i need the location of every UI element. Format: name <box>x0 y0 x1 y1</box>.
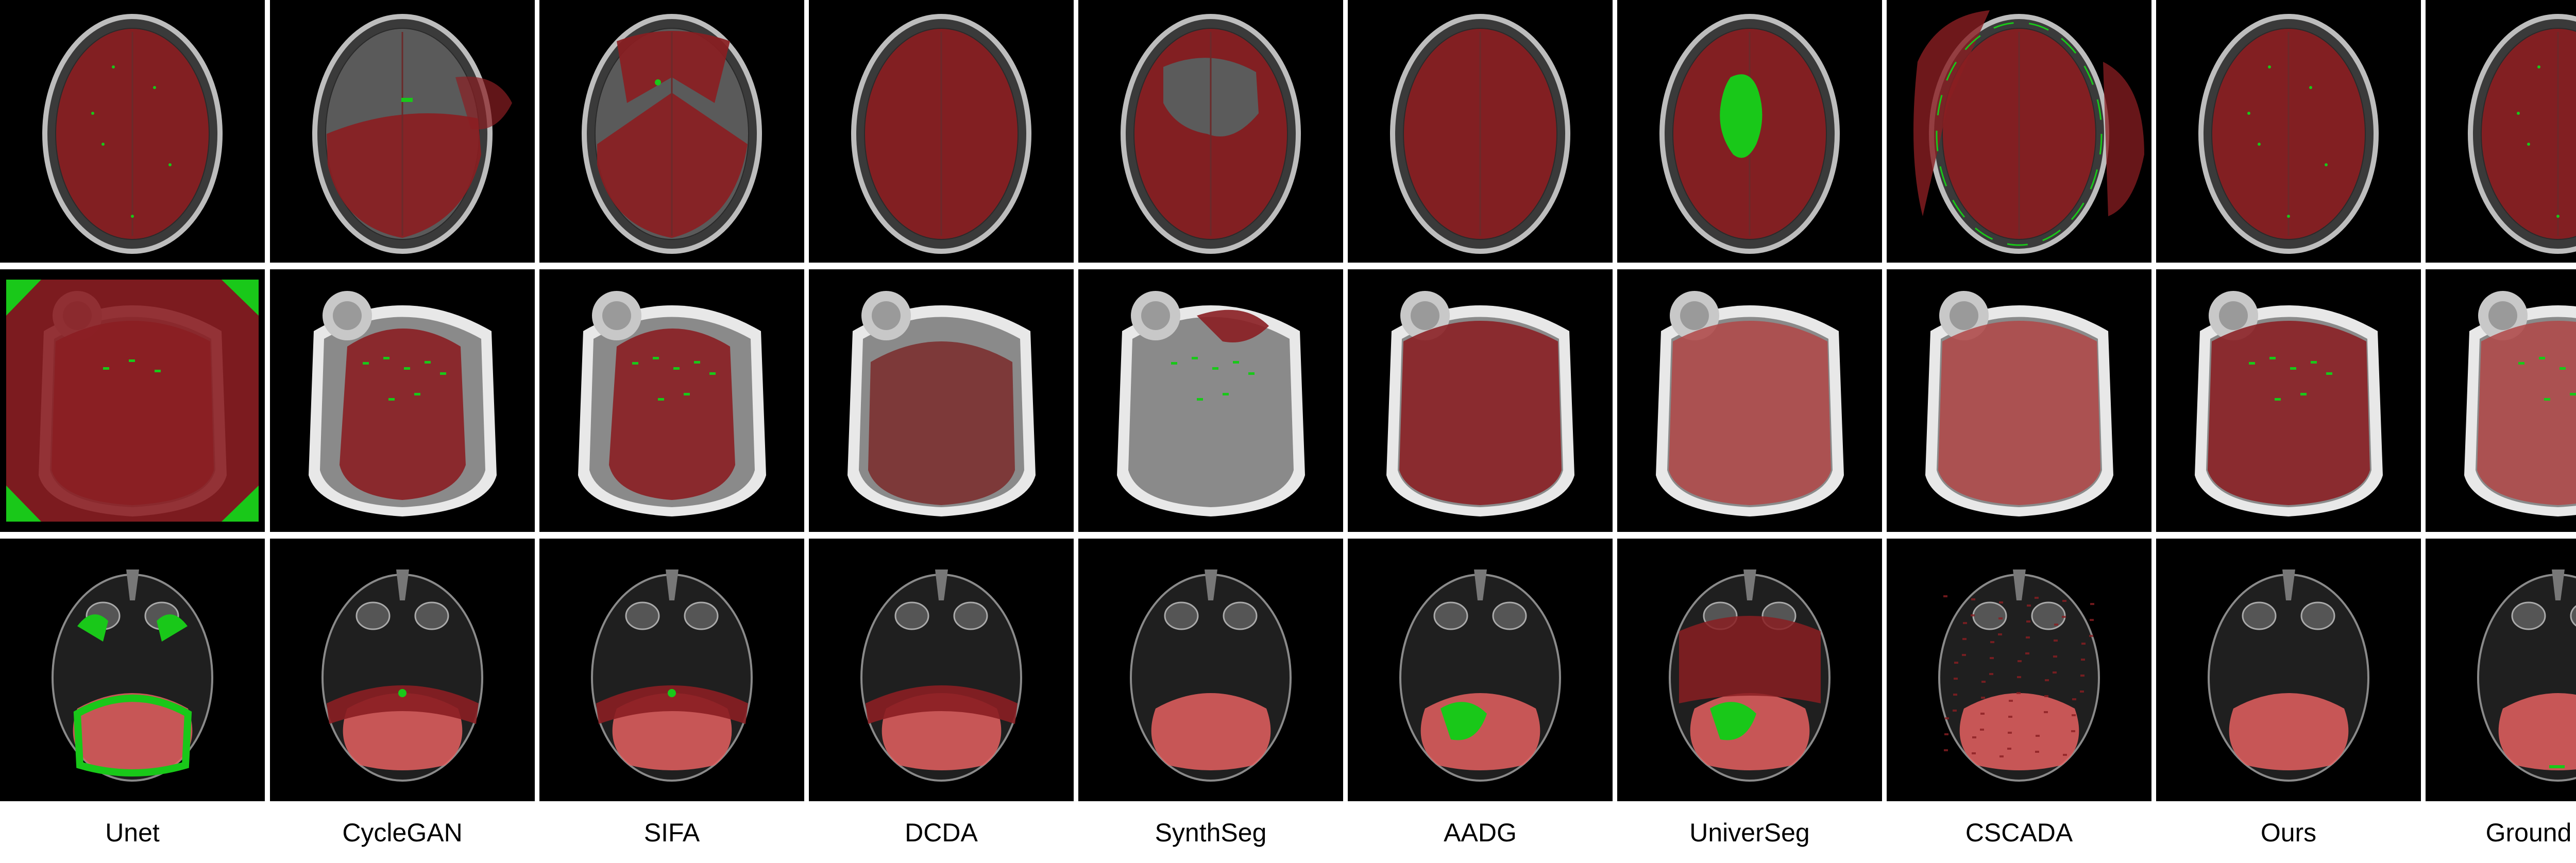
segmentation-overlay-image <box>2156 0 2421 263</box>
segmentation-overlay-image <box>539 0 804 263</box>
segmentation-overlay-image <box>1887 539 2151 801</box>
scan-panel-aadg-row-2 <box>1348 269 1613 532</box>
method-label: SynthSeg <box>1155 818 1267 847</box>
segmentation-overlay-image <box>2426 269 2576 532</box>
scan-panel-ours-row-3 <box>2156 539 2421 801</box>
scan-panel-cyclegan-row-3 <box>270 539 535 801</box>
scan-panel-ours-row-1 <box>2156 0 2421 263</box>
segmentation-overlay-image <box>539 539 804 801</box>
method-label: Ground truth <box>2485 818 2576 847</box>
segmentation-overlay-image <box>1348 0 1613 263</box>
segmentation-overlay-image <box>1078 0 1343 263</box>
scan-panel-cscada-row-1 <box>1887 0 2151 263</box>
scan-panel-sifa-row-3 <box>539 539 804 801</box>
scan-panel-sifa-row-2 <box>539 269 804 532</box>
segmentation-overlay-image <box>2156 269 2421 532</box>
scan-panel-synthseg-row-3 <box>1078 539 1343 801</box>
scan-panel-unet-row-1 <box>0 0 265 263</box>
scan-panel-cyclegan-row-1 <box>270 0 535 263</box>
segmentation-overlay-image <box>809 0 1074 263</box>
method-label: AADG <box>1444 818 1517 847</box>
segmentation-overlay-image <box>0 539 265 801</box>
scan-panel-synthseg-row-2 <box>1078 269 1343 532</box>
scan-panel-cscada-row-2 <box>1887 269 2151 532</box>
segmentation-overlay-image <box>809 269 1074 532</box>
segmentation-overlay-image <box>0 269 265 532</box>
segmentation-overlay-image <box>2426 539 2576 801</box>
method-label: CSCADA <box>1965 818 2073 847</box>
scan-panel-sifa-row-1 <box>539 0 804 263</box>
segmentation-overlay-image <box>1887 269 2151 532</box>
scan-panel-ground-truth-row-1 <box>2426 0 2576 263</box>
segmentation-overlay-image <box>0 0 265 263</box>
scan-panel-aadg-row-1 <box>1348 0 1613 263</box>
segmentation-overlay-image <box>270 539 535 801</box>
segmentation-overlay-image <box>2426 0 2576 263</box>
scan-panel-ours-row-2 <box>2156 269 2421 532</box>
scan-panel-dcda-row-2 <box>809 269 1074 532</box>
scan-panel-universeg-row-3 <box>1617 539 1882 801</box>
scan-panel-unet-row-2 <box>0 269 265 532</box>
segmentation-overlay-image <box>270 0 535 263</box>
scan-panel-dcda-row-1 <box>809 0 1074 263</box>
scan-panel-cyclegan-row-2 <box>270 269 535 532</box>
scan-panel-unet-row-3 <box>0 539 265 801</box>
scan-panel-ground-truth-row-3 <box>2426 539 2576 801</box>
segmentation-overlay-image <box>1078 269 1343 532</box>
method-label: UniverSeg <box>1689 818 1810 847</box>
segmentation-overlay-image <box>1078 539 1343 801</box>
scan-panel-aadg-row-3 <box>1348 539 1613 801</box>
segmentation-overlay-image <box>1617 0 1882 263</box>
method-label: DCDA <box>905 818 978 847</box>
method-label: CycleGAN <box>342 818 463 847</box>
segmentation-overlay-image <box>1348 269 1613 532</box>
segmentation-overlay-image <box>1617 269 1882 532</box>
method-label: Unet <box>105 818 160 847</box>
scan-panel-dcda-row-3 <box>809 539 1074 801</box>
scan-panel-synthseg-row-1 <box>1078 0 1343 263</box>
segmentation-overlay-image <box>270 269 535 532</box>
segmentation-overlay-image <box>539 269 804 532</box>
segmentation-overlay-image <box>1887 0 2151 263</box>
segmentation-overlay-image <box>809 539 1074 801</box>
method-label: Ours <box>2260 818 2317 847</box>
scan-panel-universeg-row-2 <box>1617 269 1882 532</box>
scan-panel-ground-truth-row-2 <box>2426 269 2576 532</box>
scan-panel-cscada-row-3 <box>1887 539 2151 801</box>
method-label: SIFA <box>643 818 700 847</box>
segmentation-overlay-image <box>1617 539 1882 801</box>
segmentation-overlay-image <box>1348 539 1613 801</box>
scan-panel-universeg-row-1 <box>1617 0 1882 263</box>
segmentation-overlay-image <box>2156 539 2421 801</box>
